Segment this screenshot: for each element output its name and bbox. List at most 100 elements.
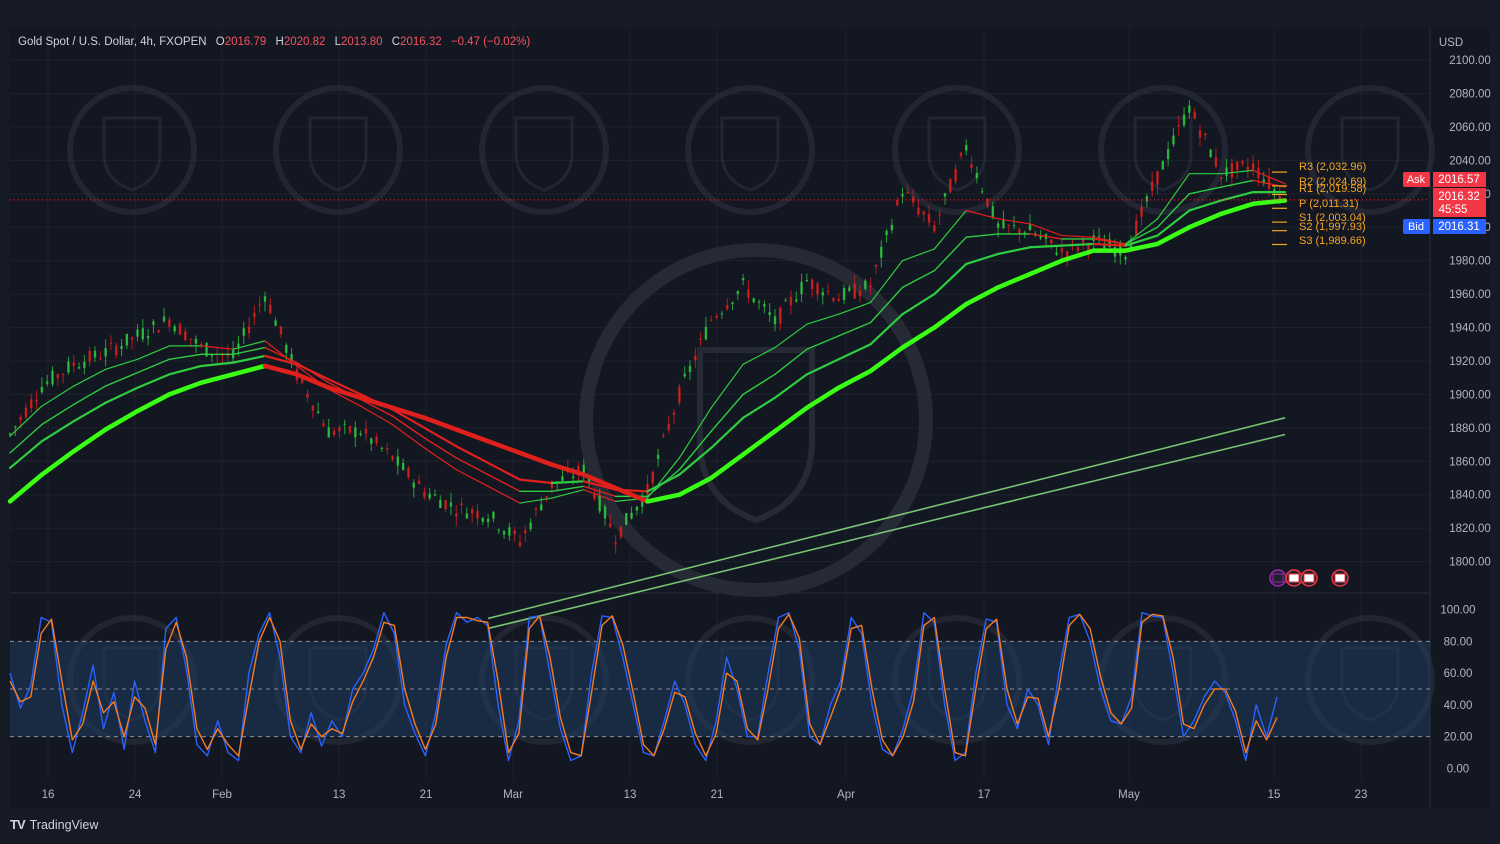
moving-average-segment: [230, 363, 268, 377]
candle-body: [407, 468, 410, 478]
candle-body: [587, 478, 591, 484]
close-label: C: [391, 36, 401, 48]
candle-body: [322, 423, 325, 427]
moving-average-segment: [487, 461, 522, 481]
moving-average-segment: [933, 209, 967, 250]
candle-body: [1145, 196, 1149, 202]
moving-average-segment: [136, 345, 170, 360]
moving-average-segment: [1188, 199, 1223, 212]
symbol-header[interactable]: Gold Spot / U.S. Dollar, 4h, FXOPEN O201…: [18, 36, 530, 48]
stoch-tick-label: 100.00: [1440, 605, 1475, 617]
long-moving-average: [487, 417, 1286, 620]
candle-body: [1092, 235, 1095, 241]
candle-body: [938, 214, 941, 216]
moving-average-segment: [71, 427, 108, 454]
candle-body: [35, 399, 38, 402]
candle-body: [348, 426, 352, 433]
moving-average-segment: [1156, 173, 1190, 220]
candle-body: [205, 342, 208, 357]
watermark-shield: [720, 116, 780, 192]
moving-average-segment: [294, 372, 331, 390]
candle-body: [768, 312, 771, 316]
moving-average-segment: [933, 262, 968, 296]
moving-average-segment: [200, 345, 234, 350]
moving-average-segment: [168, 364, 203, 376]
candle-body: [747, 289, 750, 298]
moving-average-segment: [1187, 211, 1224, 230]
candle-body: [178, 323, 182, 335]
moving-average-segment: [1220, 169, 1254, 175]
candle-body: [848, 287, 851, 291]
moving-average-segment: [869, 286, 904, 324]
candle-body: [1209, 149, 1212, 158]
moving-average-segment: [328, 388, 362, 407]
moving-average-segment: [678, 446, 713, 476]
stoch-k-line: [9, 612, 1278, 762]
candle-body: [1246, 166, 1250, 171]
moving-average-segment: [422, 415, 459, 432]
candle-body: [970, 164, 973, 168]
moving-average-segment: [1220, 179, 1254, 188]
moving-average-segment: [455, 445, 490, 465]
candle-body: [635, 506, 639, 511]
candle-body: [497, 529, 500, 531]
candle-body: [704, 326, 708, 340]
candle-body: [949, 179, 952, 193]
candle-body: [120, 346, 123, 349]
pivot-label: S2 (1,997.93): [1299, 221, 1366, 233]
candle-body: [141, 328, 145, 340]
candle-body: [603, 506, 607, 519]
moving-average-segment: [262, 363, 300, 377]
moving-average-segment: [104, 386, 139, 404]
moving-average-segment: [103, 408, 140, 432]
candle-body: [1188, 105, 1191, 113]
candle-body: [396, 456, 400, 466]
moving-average-segment: [519, 497, 553, 504]
moving-average-segment: [40, 420, 75, 443]
candle-body: [285, 344, 288, 353]
candle-body: [593, 493, 596, 499]
pivot-label: R2 (2,024.69): [1299, 176, 1366, 188]
candle-body: [880, 246, 883, 258]
moving-average-segment: [772, 405, 810, 434]
candle-body: [1055, 252, 1058, 255]
moving-average-segment: [900, 325, 937, 350]
moving-average-segment: [1093, 238, 1127, 245]
symbol-title[interactable]: Gold Spot / U.S. Dollar, 4h, FXOPEN: [18, 36, 207, 48]
moving-average-segment: [326, 385, 363, 400]
moving-average-segment: [933, 236, 967, 272]
moving-average-segment: [518, 478, 553, 485]
moving-average-segment: [613, 485, 650, 504]
open-label: O: [215, 36, 225, 48]
moving-average-segment: [645, 492, 682, 504]
candle-body: [954, 168, 957, 182]
candle-body: [864, 280, 867, 289]
candle-body: [274, 320, 277, 326]
pivot-levels: R3 (2,032.96) R2 (2,024.69)R1 (2,019.58) P…: [1272, 161, 1366, 247]
moving-average-segment: [391, 415, 426, 439]
moving-average-segment: [232, 340, 266, 350]
stochastic-plot: [9, 612, 1278, 762]
candle-body: [242, 328, 245, 336]
candle-body: [279, 326, 283, 334]
watermark-ring: [67, 85, 197, 215]
event-icons[interactable]: [1269, 569, 1349, 587]
time-tick-label: Apr: [837, 789, 855, 801]
price-axis[interactable]: 1800.00 1820.00 1840.00 1860.00 1880.00 1900.…: [1439, 37, 1491, 775]
time-tick-label: Mar: [503, 789, 523, 801]
candle-body: [1135, 220, 1138, 235]
candle-body: [1198, 130, 1202, 138]
moving-average-segment: [773, 373, 808, 399]
moving-average-segment: [327, 378, 362, 396]
moving-average-segment: [1252, 169, 1286, 185]
price-tick-label: 1800.00: [1449, 557, 1491, 569]
candle-body: [45, 381, 49, 384]
stoch-tick-label: 20.00: [1444, 732, 1473, 744]
moving-average-segment: [1060, 242, 1095, 247]
time-axis[interactable]: 16 24 Feb 13 21 Mar 13 21 Apr 17 May 15 23: [42, 789, 1368, 801]
moving-average-segment: [646, 473, 681, 493]
stoch-tick-label: 0.00: [1447, 763, 1469, 775]
tradingview-brand[interactable]: TV TradingView: [10, 817, 98, 832]
candle-body: [571, 476, 575, 478]
